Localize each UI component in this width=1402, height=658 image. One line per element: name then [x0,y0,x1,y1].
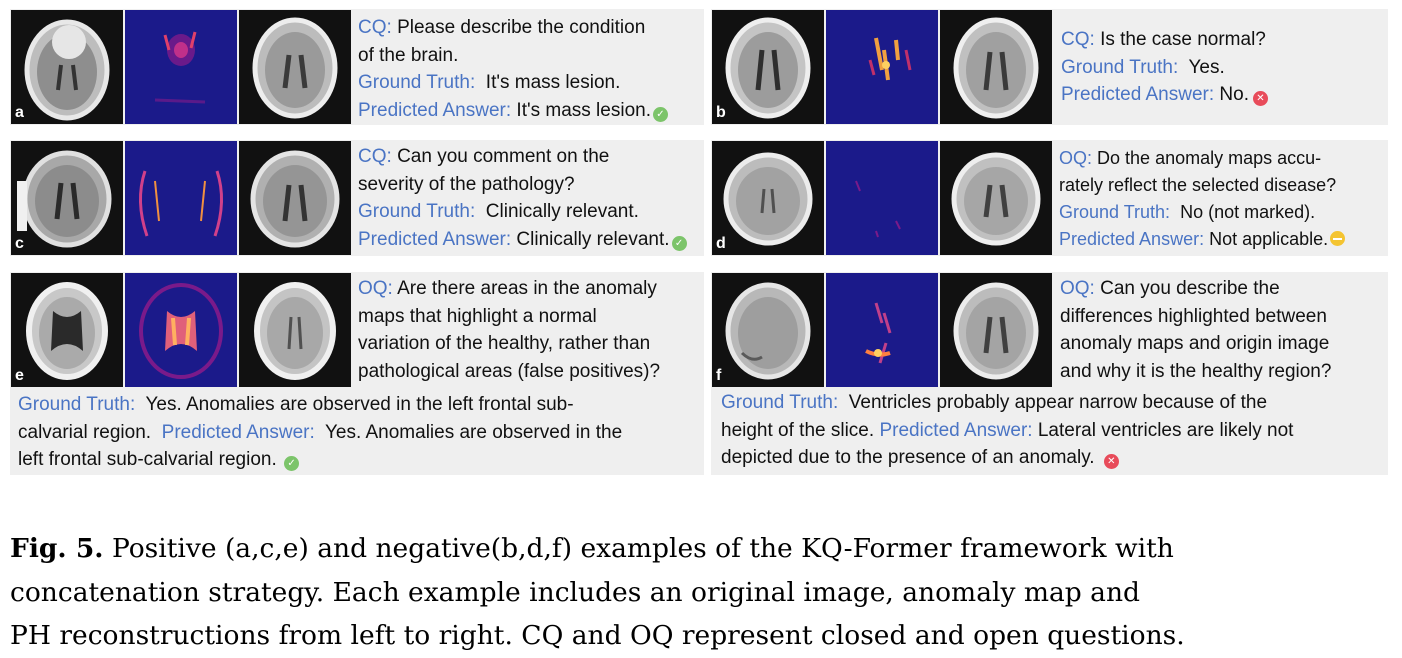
ground-truth-text: height of the slice. [721,419,875,441]
reconstruction-b [940,10,1052,124]
panel-letter-d: d [716,235,726,252]
panel-letter-a: a [15,104,24,121]
question-type-label: OQ: [1059,148,1093,168]
question-text: differences highlighted between [1060,305,1327,327]
original-image-c: c [11,141,123,255]
figure-label: Fig. 5. [10,533,104,564]
qa-answer-f: Ground Truth: Ventricles probably appear… [721,389,1293,472]
question-text: Can you comment on the [397,146,610,167]
panel-letter-f: f [716,367,722,384]
qa-answer-e: Ground Truth: Yes. Anomalies are observe… [18,391,622,474]
panel-letter-e: e [15,367,24,384]
question-type-label: CQ: [358,17,392,38]
qa-question-e: OQ: Are there areas in the anomaly maps … [358,275,660,385]
predicted-answer-label: Predicted Answer: [1059,229,1205,249]
correct-icon: ✓ [671,235,687,251]
question-text: maps that highlight a normal [358,305,597,327]
predicted-answer-text: Yes. Anomalies are observed in the [325,421,623,443]
ground-truth-text: Ventricles probably appear narrow becaus… [848,392,1268,413]
panel-letter-c: c [15,235,24,252]
predicted-answer-label: Predicted Answer: [879,419,1033,441]
question-text: variation of the healthy, rather than [358,333,651,354]
reconstruction-e [239,273,351,387]
figure-caption: Fig. 5. Positive (a,c,e) and negative(b,… [10,527,1390,658]
ground-truth-text: Yes. Anomalies are observed in the left … [145,394,574,415]
ground-truth-text: Yes. [1188,56,1225,78]
anomaly-map-f [826,273,938,387]
question-type-label: OQ: [1060,278,1095,299]
ground-truth-text: No (not marked). [1180,202,1316,222]
qa-text-a: CQ: Please describe the condition of the… [358,14,668,124]
reconstruction-d [940,141,1052,255]
question-text: anomaly maps and origin image [1060,333,1330,354]
question-text: and why it is the healthy region? [1060,360,1332,382]
original-image-b: b [712,10,824,124]
predicted-answer-label: Predicted Answer: [1061,84,1215,105]
predicted-answer-text: depicted due to the presence of an anoma… [721,447,1095,468]
not-applicable-icon [1330,231,1346,246]
predicted-answer-text: Clinically relevant. [516,228,670,250]
question-type-label: CQ: [1061,29,1095,50]
reconstruction-a [239,10,351,124]
wrong-icon: ✕ [1253,91,1268,106]
qa-text-d: OQ: Do the anomaly maps accu- rately ref… [1059,145,1346,253]
predicted-answer-label: Predicted Answer: [358,99,512,121]
caption-line: concatenation strategy. Each example inc… [10,576,1141,608]
anomaly-map-b [826,10,938,124]
predicted-answer-text: It's mass lesion. [516,99,651,121]
question-type-label: OQ: [358,278,393,299]
ground-truth-label: Ground Truth: [1059,202,1171,222]
correct-icon: ✓ [284,456,300,471]
question-type-label: CQ: [358,146,392,167]
ground-truth-text: It's mass lesion. [485,72,621,93]
original-image-a: a [11,10,123,124]
question-text: rately reflect the selected disease? [1059,175,1337,195]
original-image-d: d [712,141,824,255]
question-text: of the brain. [358,44,459,66]
panel-letter-b: b [716,104,726,121]
ground-truth-label: Ground Truth: [18,394,136,415]
wrong-icon: ✕ [1103,454,1119,469]
caption-line: Positive (a,c,e) and negative(b,d,f) exa… [111,533,1174,564]
ground-truth-label: Ground Truth: [721,392,839,413]
question-text: severity of the pathology? [358,173,575,195]
predicted-answer-text: No. [1219,84,1249,105]
ground-truth-label: Ground Truth: [1061,56,1179,78]
question-text: Is the case normal? [1100,29,1266,50]
original-image-e: e [11,273,123,387]
qa-question-f: OQ: Can you describe the differences hig… [1060,275,1331,385]
anomaly-map-e [125,273,237,387]
question-text: pathological areas (false positives)? [358,360,661,382]
anomaly-map-c [125,141,237,255]
question-text: Can you describe the [1100,278,1280,299]
ground-truth-text: Clinically relevant. [485,201,639,222]
question-text: Are there areas in the anomaly [397,278,657,299]
reconstruction-c [239,141,351,255]
predicted-answer-text: Not applicable. [1209,229,1329,249]
anomaly-map-a [125,10,237,124]
predicted-answer-label: Predicted Answer: [161,421,315,443]
predicted-answer-text: Lateral ventricles are likely not [1037,419,1294,441]
ground-truth-label: Ground Truth: [358,201,476,222]
question-text: Please describe the condition [397,17,646,38]
original-image-f: f [712,273,824,387]
ground-truth-text: calvarial region. [18,421,152,443]
ground-truth-label: Ground Truth: [358,72,476,93]
anomaly-map-d [826,141,938,255]
reconstruction-f [940,273,1052,387]
correct-icon: ✓ [652,106,668,122]
caption-line: PH reconstructions from left to right. C… [10,620,1185,651]
predicted-answer-text: left frontal sub-calvarial region. [18,449,277,470]
qa-text-b: CQ: Is the case normal? Ground Truth: Ye… [1061,26,1268,109]
predicted-answer-label: Predicted Answer: [358,228,512,250]
qa-text-c: CQ: Can you comment on the severity of t… [358,143,687,253]
question-text: Do the anomaly maps accu- [1097,148,1322,168]
